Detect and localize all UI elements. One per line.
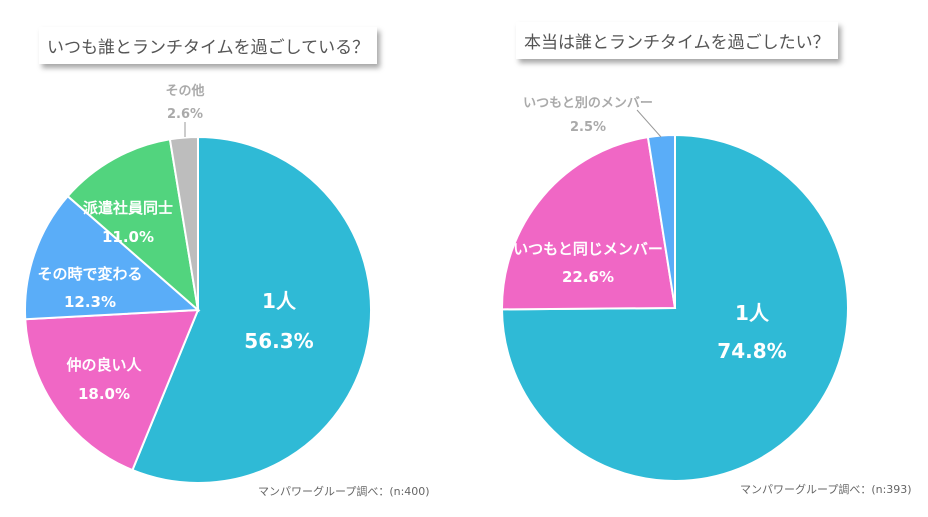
slice-value-label: 22.6% <box>562 268 614 286</box>
slice-value-label: 2.6% <box>167 107 203 122</box>
slice-value-label: 12.3% <box>64 293 116 311</box>
slice-label: いつもと別のメンバー <box>523 96 653 111</box>
pie-slice <box>24 308 200 472</box>
pie-slice <box>168 135 199 311</box>
slice-value-label: 18.0% <box>78 385 130 403</box>
chart-title-desired: 本当は誰とランチタイムを過ごしたい？ <box>516 22 838 59</box>
slice-value-label: 2.5% <box>570 120 606 135</box>
slice-label: その他 <box>165 83 204 99</box>
slice-label: いつもと同じメンバー <box>513 240 663 258</box>
source-note-current: マンパワーグループ調べ：(n:400) <box>258 485 430 498</box>
slice-value-label: 74.8% <box>717 339 786 363</box>
pie-slice <box>501 135 677 311</box>
slice-label: 仲の良い人 <box>66 356 142 374</box>
pie-slice <box>646 133 676 309</box>
pie-slice <box>131 135 372 484</box>
source-note-desired: マンパワーグループ調べ：(n:393) <box>740 483 912 496</box>
slice-value-label: 11.0% <box>102 228 154 246</box>
slice-label: 1人 <box>262 289 297 313</box>
slice-label: 派遣社員同士 <box>83 199 173 217</box>
pie-slice <box>66 138 200 313</box>
slice-value-label: 56.3% <box>244 329 313 353</box>
leader-line <box>636 109 662 138</box>
slice-label: 1人 <box>735 301 770 325</box>
pie-slice <box>24 194 201 321</box>
slice-label: その時で変わる <box>37 265 142 283</box>
chart-title-current: いつも誰とランチタイムを過ごしている？ <box>39 27 378 64</box>
